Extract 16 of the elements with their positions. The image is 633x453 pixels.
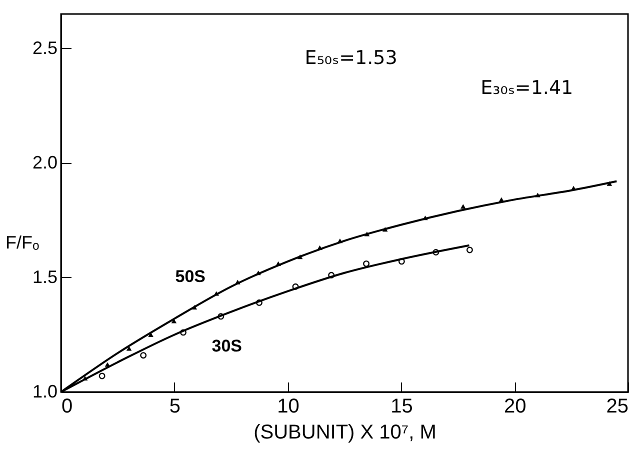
annotation: E₅₀ₛ=1.53 (304, 47, 398, 69)
series-label: 50S (175, 267, 206, 286)
x-tick-label: 0 (62, 396, 73, 418)
x-tick-label: 25 (606, 396, 628, 418)
y-tick-label: 1.5 (32, 266, 58, 287)
x-tick-label: 15 (390, 396, 413, 418)
annotation: E₃₀ₛ=1.41 (480, 77, 574, 99)
y-axis-title: F/Fₒ (6, 232, 40, 253)
x-tick-label: 10 (277, 396, 300, 418)
x-axis-title: (SUBUNIT) X 10⁷, M (254, 422, 436, 444)
x-tick-label: 20 (504, 396, 526, 418)
y-tick-label: 2.5 (32, 38, 58, 58)
y-tick-label: 1.0 (32, 382, 58, 402)
series-label: 30S (212, 336, 242, 356)
x-tick-label: 5 (169, 396, 180, 418)
y-tick-label: 2.0 (32, 152, 58, 172)
